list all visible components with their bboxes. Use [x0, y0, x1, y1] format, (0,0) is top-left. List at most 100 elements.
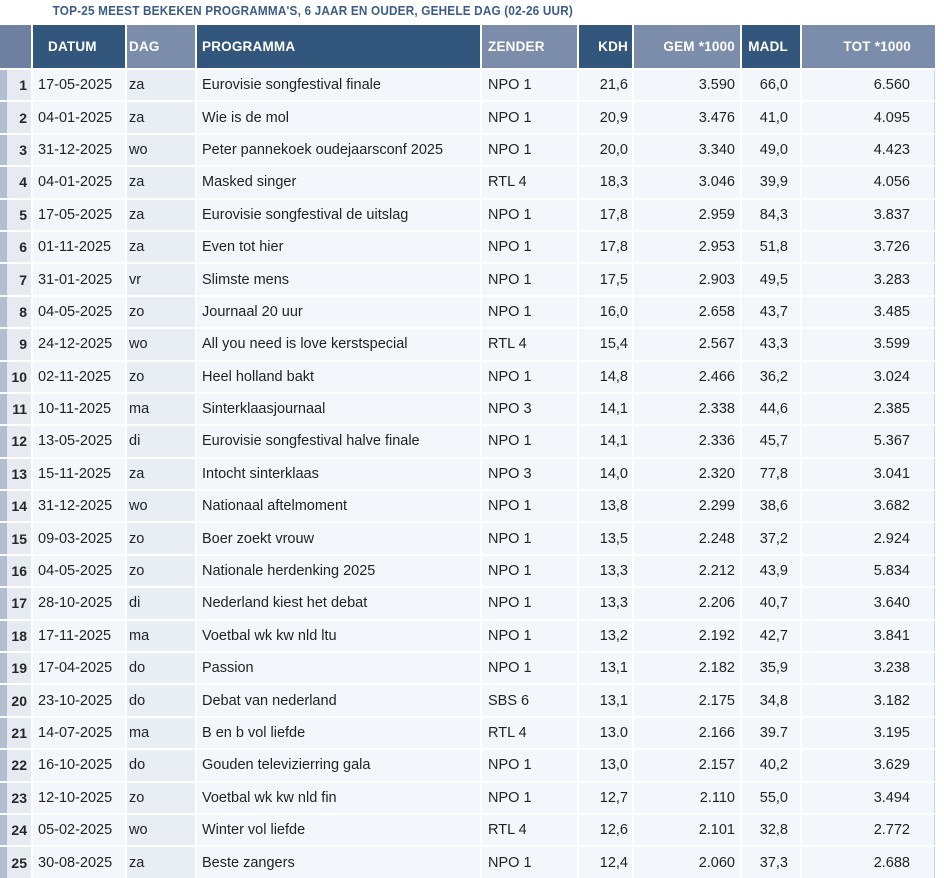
rank-cell: 5	[0, 199, 31, 230]
rank-cell: 21	[0, 717, 31, 749]
gem-cell: 2.206	[634, 588, 740, 619]
rank-cell: 25	[0, 847, 31, 878]
dag-cell: do	[127, 685, 195, 716]
rank-cell: 20	[0, 685, 31, 716]
datum-cell: 04-01-2025	[33, 102, 125, 133]
header-gem: GEM *1000	[634, 25, 740, 68]
madl-cell: 36,2	[742, 361, 800, 392]
programma-cell: Boer zoekt vrouw	[197, 523, 480, 554]
dag-cell: ma	[127, 393, 195, 425]
madl-cell: 51,8	[742, 231, 800, 263]
madl-cell: 43,7	[742, 296, 800, 328]
madl-cell: 44,6	[742, 393, 800, 425]
tot-cell: 2.772	[802, 814, 935, 846]
gem-cell: 2.336	[634, 426, 740, 457]
rank-cell: 15	[0, 523, 31, 554]
madl-cell: 49,0	[742, 134, 800, 166]
dag-cell: ma	[127, 620, 195, 652]
datum-cell: 31-12-2025	[33, 134, 125, 166]
kdh-cell: 13,3	[579, 588, 632, 619]
rank-cell: 19	[0, 653, 31, 684]
programma-cell: Beste zangers	[197, 847, 480, 878]
gem-cell: 2.567	[634, 329, 740, 360]
kdh-cell: 13,0	[579, 750, 632, 781]
tot-cell: 3.238	[802, 653, 935, 684]
tot-cell: 3.024	[802, 361, 935, 392]
kdh-cell: 12,4	[579, 847, 632, 878]
datum-cell: 04-05-2025	[33, 555, 125, 587]
header-tot: TOT *1000	[802, 25, 935, 68]
zender-cell: RTL 4	[482, 814, 577, 846]
header-kdh: KDH	[579, 25, 632, 68]
gem-cell: 3.046	[634, 167, 740, 198]
programma-cell: Even tot hier	[197, 231, 480, 263]
zender-cell: NPO 1	[482, 361, 577, 392]
kdh-cell: 16,0	[579, 296, 632, 328]
dag-cell: wo	[127, 491, 195, 522]
tot-cell: 4.423	[802, 134, 935, 166]
top25-table: DATUM DAG PROGRAMMA ZENDER KDH GEM *1000…	[0, 25, 935, 878]
zender-cell: NPO 1	[482, 847, 577, 878]
programma-cell: Intocht sinterklaas	[197, 458, 480, 490]
kdh-cell: 14,1	[579, 426, 632, 457]
tot-cell: 3.841	[802, 620, 935, 652]
datum-cell: 31-01-2025	[33, 264, 125, 295]
datum-cell: 17-05-2025	[33, 199, 125, 230]
zender-cell: RTL 4	[482, 329, 577, 360]
kdh-cell: 12,6	[579, 814, 632, 846]
gem-cell: 2.110	[634, 782, 740, 813]
programma-cell: Debat van nederland	[197, 685, 480, 716]
dag-cell: wo	[127, 814, 195, 846]
tot-cell: 3.494	[802, 782, 935, 813]
tot-cell: 3.041	[802, 458, 935, 490]
gem-cell: 3.340	[634, 134, 740, 166]
programma-cell: Journaal 20 uur	[197, 296, 480, 328]
programma-cell: B en b vol liefde	[197, 717, 480, 749]
programma-cell: Passion	[197, 653, 480, 684]
programma-cell: All you need is love kerstspecial	[197, 329, 480, 360]
kdh-cell: 17,5	[579, 264, 632, 295]
datum-cell: 16-10-2025	[33, 750, 125, 781]
header-programma: PROGRAMMA	[197, 25, 480, 68]
rank-cell: 11	[0, 393, 31, 425]
kdh-cell: 18,3	[579, 167, 632, 198]
dag-cell: za	[127, 167, 195, 198]
gem-cell: 2.166	[634, 717, 740, 749]
datum-cell: 17-11-2025	[33, 620, 125, 652]
programma-cell: Nederland kiest het debat	[197, 588, 480, 619]
madl-cell: 35,9	[742, 653, 800, 684]
rank-cell: 18	[0, 620, 31, 652]
datum-cell: 15-11-2025	[33, 458, 125, 490]
tot-cell: 3.726	[802, 231, 935, 263]
dag-cell: di	[127, 588, 195, 619]
dag-cell: za	[127, 231, 195, 263]
kdh-cell: 14,1	[579, 393, 632, 425]
kdh-cell: 13.0	[579, 717, 632, 749]
madl-cell: 34,8	[742, 685, 800, 716]
tot-cell: 2.385	[802, 393, 935, 425]
kdh-cell: 13,1	[579, 685, 632, 716]
kdh-cell: 15,4	[579, 329, 632, 360]
page-title: TOP-25 MEEST BEKEKEN PROGRAMMA'S, 6 JAAR…	[52, 4, 573, 18]
madl-cell: 40,7	[742, 588, 800, 619]
datum-cell: 23-10-2025	[33, 685, 125, 716]
dag-cell: zo	[127, 523, 195, 554]
gem-cell: 2.299	[634, 491, 740, 522]
programma-cell: Eurovisie songfestival halve finale	[197, 426, 480, 457]
programma-cell: Slimste mens	[197, 264, 480, 295]
datum-cell: 13-05-2025	[33, 426, 125, 457]
madl-cell: 39,9	[742, 167, 800, 198]
zender-cell: NPO 1	[482, 102, 577, 133]
rank-cell: 14	[0, 491, 31, 522]
datum-cell: 02-11-2025	[33, 361, 125, 392]
rank-cell: 22	[0, 750, 31, 781]
zender-cell: NPO 1	[482, 199, 577, 230]
datum-cell: 31-12-2025	[33, 491, 125, 522]
programma-cell: Masked singer	[197, 167, 480, 198]
kdh-cell: 12,7	[579, 782, 632, 813]
kdh-cell: 13,5	[579, 523, 632, 554]
gem-cell: 2.192	[634, 620, 740, 652]
madl-cell: 43,3	[742, 329, 800, 360]
dag-cell: ma	[127, 717, 195, 749]
programma-cell: Peter pannekoek oudejaarsconf 2025	[197, 134, 480, 166]
